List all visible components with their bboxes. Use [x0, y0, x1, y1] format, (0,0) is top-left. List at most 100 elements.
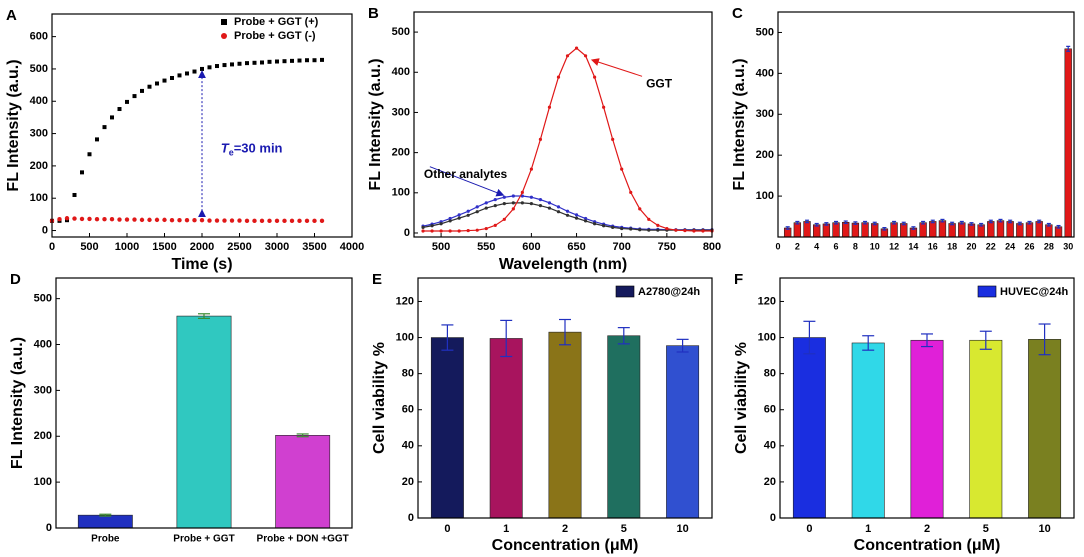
point: [215, 64, 219, 69]
y-tick-label: 60: [402, 404, 414, 416]
point: [439, 229, 443, 233]
point: [547, 105, 552, 109]
y-axis-label: FL Intensity (a.u.): [5, 59, 22, 191]
x-tick-label: 10: [1038, 523, 1050, 535]
point: [214, 218, 220, 223]
point: [511, 201, 515, 205]
point: [611, 137, 615, 141]
point: [244, 218, 250, 224]
point: [629, 190, 633, 195]
y-axis-label: FL Intensity (a.u.): [9, 337, 26, 469]
point: [125, 99, 129, 104]
point: [656, 223, 660, 227]
point: [87, 152, 92, 157]
point: [538, 204, 543, 208]
point: [110, 115, 114, 120]
bar: [969, 339, 1003, 519]
point: [72, 216, 77, 221]
panel-label: D: [10, 271, 21, 288]
y-tick-label: 400: [30, 95, 48, 107]
bar: [910, 339, 944, 519]
plot-frame: [55, 277, 353, 529]
x-axis-label: Time (s): [171, 256, 232, 273]
bar: [607, 335, 641, 519]
point: [565, 213, 570, 217]
point: [79, 216, 85, 222]
point: [421, 225, 425, 229]
point: [297, 218, 302, 224]
point: [260, 60, 264, 65]
point: [430, 229, 434, 233]
point: [475, 228, 479, 232]
point: [583, 216, 588, 221]
x-tick-label: 700: [613, 241, 631, 253]
point: [192, 217, 197, 223]
x-tick-label: 10: [870, 241, 880, 251]
point: [638, 207, 642, 211]
panel-label: A: [6, 7, 17, 24]
plot-frame: [777, 11, 1075, 238]
y-axis-label: FL Intensity (a.u.): [367, 58, 384, 190]
bar: [967, 223, 976, 238]
point: [229, 218, 235, 223]
point: [493, 223, 497, 227]
point: [556, 210, 561, 214]
point: [583, 54, 588, 58]
point: [312, 218, 317, 224]
point: [475, 205, 479, 209]
bar: [430, 337, 464, 519]
y-tick-label: 120: [396, 295, 414, 307]
point: [457, 229, 461, 233]
y-tick-label: 400: [392, 66, 410, 78]
bar: [851, 342, 885, 519]
point: [200, 66, 204, 71]
point: [502, 217, 506, 221]
point: [574, 46, 579, 50]
point: [207, 65, 212, 70]
x-tick-label: 24: [1005, 241, 1015, 251]
x-tick-label: 500: [80, 241, 98, 253]
point: [132, 94, 137, 99]
point: [602, 224, 606, 228]
bar: [842, 221, 850, 238]
point: [593, 75, 597, 79]
point: [117, 217, 122, 222]
point: [529, 202, 533, 206]
point: [282, 218, 287, 224]
point: [674, 228, 678, 232]
point: [511, 194, 515, 198]
point: [538, 137, 543, 141]
point: [665, 226, 669, 231]
y-tick-label: 20: [402, 476, 414, 488]
bar: [987, 221, 995, 238]
point: [493, 204, 497, 208]
y-tick-label: 0: [404, 227, 410, 239]
bar: [977, 224, 985, 238]
x-tick-label: 10: [676, 523, 688, 535]
point: [117, 107, 122, 112]
x-axis-label: Concentration (μM): [492, 537, 639, 554]
point: [466, 228, 470, 233]
point: [683, 228, 687, 233]
point: [87, 216, 92, 222]
plot-frame: [779, 277, 1075, 519]
point: [252, 60, 257, 65]
x-tick-label: 14: [908, 241, 918, 251]
point: [475, 210, 479, 214]
x-tick-label: 22: [986, 241, 996, 251]
point: [457, 213, 461, 217]
point: [556, 75, 561, 79]
point: [629, 227, 633, 231]
y-tick-label: 0: [46, 522, 52, 534]
point: [320, 57, 324, 62]
y-tick-label: 400: [34, 338, 52, 350]
point: [147, 217, 152, 223]
bar: [176, 315, 232, 529]
point: [319, 218, 325, 224]
point: [484, 226, 488, 231]
y-tick-label: 100: [30, 192, 48, 204]
y-tick-label: 0: [42, 224, 48, 236]
point: [207, 218, 212, 223]
point: [237, 218, 242, 223]
point: [520, 194, 524, 198]
